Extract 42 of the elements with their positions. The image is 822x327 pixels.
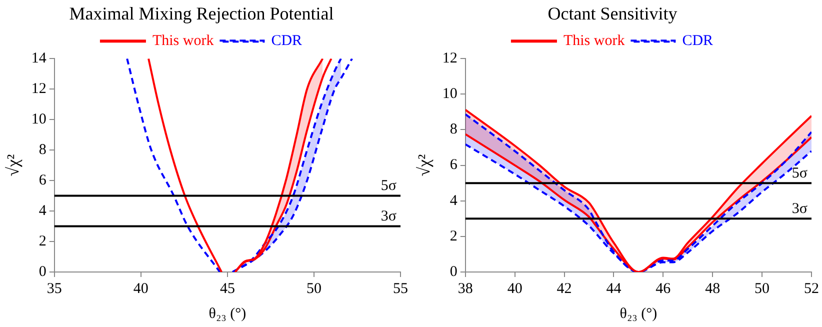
y-tick-label: 4 xyxy=(38,202,47,219)
legend-label: This work xyxy=(152,33,214,50)
y-tick-label: 6 xyxy=(450,157,458,174)
x-tick-label: 40 xyxy=(507,280,522,297)
ref-line-label: 5σ xyxy=(380,178,396,194)
y-tick-label: 12 xyxy=(31,81,46,98)
x-tick-label: 46 xyxy=(656,280,672,297)
x-tick-label: 55 xyxy=(393,280,408,297)
chart-title: Maximal Mixing Rejection Potential xyxy=(69,4,334,24)
legend-label: This work xyxy=(563,33,626,50)
x-axis-title: θ₂₃ (°) xyxy=(620,306,658,322)
x-tick-label: 35 xyxy=(46,280,62,297)
y-tick-label: 14 xyxy=(31,50,47,67)
x-tick-label: 38 xyxy=(458,280,473,297)
y-tick-label: 2 xyxy=(38,233,46,250)
x-axis-title: θ₂₃ (°) xyxy=(208,306,246,322)
chart-title: Octant Sensitivity xyxy=(548,4,678,24)
y-tick-label: 8 xyxy=(450,122,458,138)
y-axis-title: √χ² xyxy=(414,154,434,176)
y-tick-label: 0 xyxy=(450,264,458,280)
legend-label: CDR xyxy=(271,33,302,50)
legend-label: CDR xyxy=(682,33,714,50)
y-axis-title: √χ² xyxy=(4,154,23,176)
y-tick-label: 12 xyxy=(442,50,458,67)
y-tick-label: 8 xyxy=(38,142,46,158)
ref-line-label: 3σ xyxy=(380,208,396,225)
x-tick-label: 45 xyxy=(220,280,235,297)
x-tick-label: 48 xyxy=(705,280,720,297)
y-tick-label: 10 xyxy=(31,112,46,128)
x-tick-label: 50 xyxy=(306,280,322,297)
ref-line-label: 5σ xyxy=(792,166,808,182)
y-tick-label: 2 xyxy=(450,228,458,244)
x-tick-label: 40 xyxy=(133,280,148,297)
y-tick-label: 4 xyxy=(450,192,458,209)
ref-line-label: 3σ xyxy=(792,201,808,218)
y-tick-label: 10 xyxy=(442,86,458,102)
x-tick-label: 44 xyxy=(606,280,622,297)
x-tick-label: 50 xyxy=(754,280,770,297)
y-tick-label: 6 xyxy=(38,172,47,188)
x-tick-label: 52 xyxy=(804,280,819,297)
x-tick-label: 42 xyxy=(556,280,572,297)
y-tick-label: 0 xyxy=(38,264,46,280)
